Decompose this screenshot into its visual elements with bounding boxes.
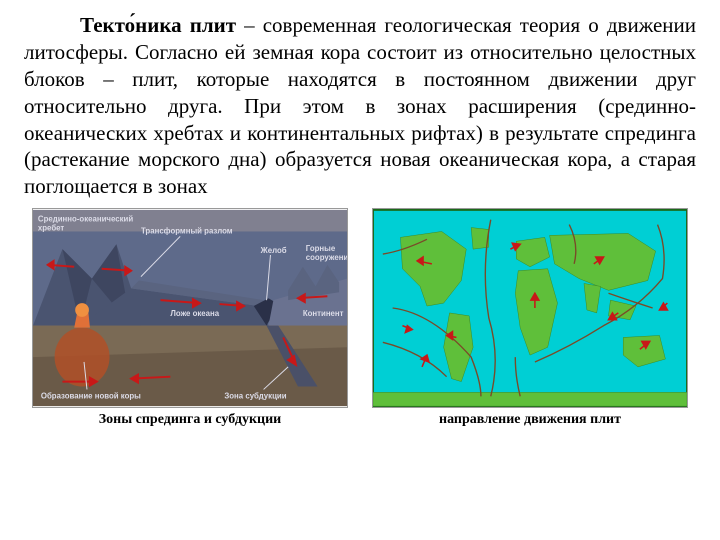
caption-right: направление движения плит [439, 412, 621, 428]
diagram-svg: Срединно-океанический хребет Трансформны… [32, 208, 348, 408]
term: Текто́ника плит [80, 13, 236, 37]
svg-text:хребет: хребет [38, 224, 65, 233]
figure-plate-map: направление движения плит [372, 208, 688, 428]
svg-text:сооружения: сооружения [306, 253, 348, 262]
label-floor: Ложе океана [170, 309, 219, 318]
label-mountains: Горные [306, 244, 336, 253]
figure-spreading-subduction: Срединно-океанический хребет Трансформны… [32, 208, 348, 428]
label-newcrust: Образование новой коры [41, 391, 141, 400]
label-trench: Желоб [260, 246, 287, 255]
label-subduction: Зона субдукции [224, 391, 286, 400]
label-transform: Трансформный разлом [141, 227, 233, 236]
label-continent: Континент [303, 309, 344, 318]
paragraph: Текто́ника плит – современная геологичес… [24, 12, 696, 200]
map-svg [372, 208, 688, 408]
figures-row: Срединно-океанический хребет Трансформны… [24, 208, 696, 428]
caption-left: Зоны спрединга и субдукции [99, 412, 281, 428]
label-ridge: Срединно-океанический [38, 215, 133, 224]
paragraph-text: – современная геологическая теория о дви… [24, 13, 696, 198]
page: Текто́ника плит – современная геологичес… [0, 0, 720, 436]
